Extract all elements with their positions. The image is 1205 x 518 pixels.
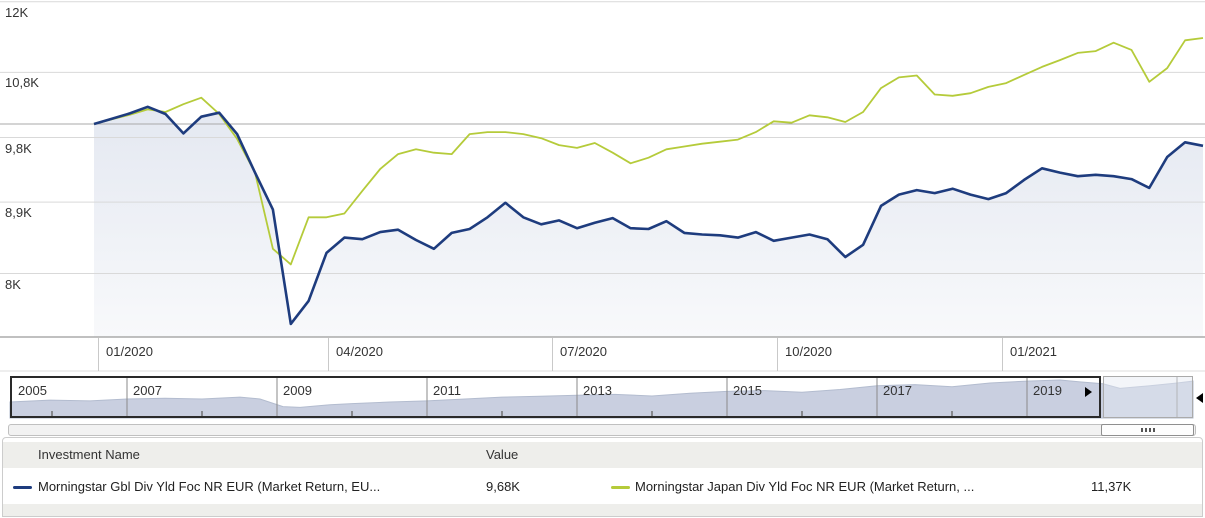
timeline-minichart[interactable] xyxy=(0,372,1205,437)
timeline-year-label: 2007 xyxy=(133,383,162,398)
x-axis-tick-label: 01/2020 xyxy=(106,344,153,359)
global-series-line[interactable] xyxy=(93,105,1204,326)
legend-panel: Investment Name Value Morningstar Gbl Di… xyxy=(2,437,1203,517)
global-series-name: Morningstar Gbl Div Yld Foc NR EUR (Mark… xyxy=(38,479,381,494)
timeline-area xyxy=(9,379,1194,419)
legend-bottom-strip xyxy=(3,504,1202,516)
x-axis-tick xyxy=(328,338,329,371)
thumb-grip-icon xyxy=(1140,428,1143,432)
timeline-year-label: 2019 xyxy=(1033,383,1062,398)
timeline-year-label: 2017 xyxy=(883,383,912,398)
x-axis-tick xyxy=(1002,338,1003,371)
y-axis-tick-label: 8,9K xyxy=(5,205,32,221)
timeline-selection-box[interactable] xyxy=(10,376,1101,418)
legend-row-japan[interactable]: Morningstar Japan Div Yld Foc NR EUR (Ma… xyxy=(3,474,1202,500)
timeline-year-label: 2011 xyxy=(433,383,461,398)
thumb-grip-icon xyxy=(1148,428,1151,432)
y-axis-tick-label: 8K xyxy=(5,276,21,292)
growth-chart-canvas[interactable] xyxy=(0,0,1205,372)
x-axis-tick xyxy=(98,338,99,371)
timeline-scrollbar-thumb[interactable] xyxy=(1101,424,1194,436)
y-axis-tick-label: 9,8K xyxy=(5,140,32,156)
timeline-year-label: 2015 xyxy=(733,383,762,398)
global-series-value: 9,68K xyxy=(486,479,520,494)
y-axis-tick-label: 10,8K xyxy=(5,75,39,91)
japan-series-swatch xyxy=(611,486,630,489)
x-axis-tick xyxy=(552,338,553,371)
japan-series-value: 11,37K xyxy=(1091,479,1132,494)
scroll-left-edge-icon[interactable] xyxy=(1196,393,1203,403)
legend-row-global[interactable]: Morningstar Gbl Div Yld Foc NR EUR (Mark… xyxy=(3,474,608,500)
thumb-grip-icon xyxy=(1152,428,1155,432)
column-header-value: Value xyxy=(486,447,519,462)
timeline-year-label: 2005 xyxy=(18,383,47,398)
timeline-scrubber[interactable]: 2005 2007 2009 2011 2013 2015 2017 2019 xyxy=(0,372,1205,437)
global-series-swatch xyxy=(13,486,32,489)
x-axis-tick xyxy=(777,338,778,371)
timeline-unselected-region[interactable] xyxy=(1103,376,1193,418)
timeline-year-label: 2009 xyxy=(283,383,312,398)
selection-right-handle-icon[interactable] xyxy=(1085,387,1092,397)
x-axis-tick-label: 07/2020 xyxy=(560,344,607,359)
x-axis-tick-label: 04/2020 xyxy=(336,344,383,359)
column-header-investment-name: Investment Name xyxy=(38,447,140,462)
thumb-grip-icon xyxy=(1144,428,1147,432)
x-axis-tick-label: 10/2020 xyxy=(785,344,832,359)
global-series-area xyxy=(94,106,1203,337)
timeline-scrollbar-track[interactable] xyxy=(8,424,1196,436)
x-axis-tick-label: 01/2021 xyxy=(1010,344,1057,359)
y-axis-tick-label: 12K xyxy=(5,4,29,20)
legend-header-row: Investment Name Value xyxy=(3,442,1202,468)
growth-chart[interactable]: 12K 10,8K 9,8K 8,9K 8K 01/2020 04/2020 07/2020… xyxy=(0,0,1205,372)
timeline-year-label: 2013 xyxy=(583,383,612,398)
japan-series-name: Morningstar Japan Div Yld Foc NR EUR (Ma… xyxy=(635,479,975,494)
